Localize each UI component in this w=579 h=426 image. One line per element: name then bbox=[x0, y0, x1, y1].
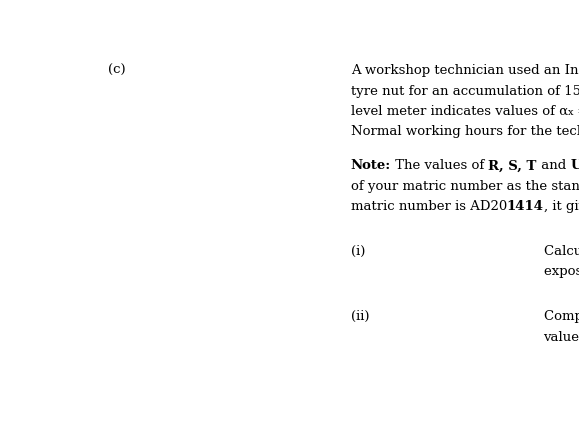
Text: and: and bbox=[537, 159, 570, 173]
Text: tyre nut for an accumulation of 15 +: tyre nut for an accumulation of 15 + bbox=[350, 85, 579, 98]
Text: Compare the technician daily vibration exposure with vibration A(8) limit: Compare the technician daily vibration e… bbox=[544, 310, 579, 323]
Text: (ii): (ii) bbox=[350, 310, 369, 323]
Text: (i): (i) bbox=[350, 245, 365, 258]
Text: level meter indicates values of α: level meter indicates values of α bbox=[350, 105, 567, 118]
Text: A workshop technician used an Ingersoll Rand impact wrench to tighten and loosen: A workshop technician used an Ingersoll … bbox=[350, 64, 579, 77]
Text: U: U bbox=[570, 159, 579, 173]
Text: (c): (c) bbox=[108, 64, 126, 77]
Text: 1414: 1414 bbox=[507, 200, 544, 213]
Text: matric number is AD20: matric number is AD20 bbox=[350, 200, 507, 213]
Text: x: x bbox=[567, 108, 573, 117]
Text: of your matric number as the standard format AD 20: of your matric number as the standard fo… bbox=[350, 180, 579, 193]
Text: = 3 +: = 3 + bbox=[573, 105, 579, 118]
Text: exposure, A(8).: exposure, A(8). bbox=[544, 265, 579, 278]
Text: The values of: The values of bbox=[391, 159, 488, 173]
Text: values and give a recommendation.: values and give a recommendation. bbox=[544, 331, 579, 344]
Text: Note:: Note: bbox=[350, 159, 391, 173]
Text: Calculate the vibration total value, a: Calculate the vibration total value, a bbox=[544, 245, 579, 258]
Text: , it gives the value of: , it gives the value of bbox=[544, 200, 579, 213]
Text: Normal working hours for the technician are 8 hours per day.: Normal working hours for the technician … bbox=[350, 125, 579, 138]
Text: R, S, T: R, S, T bbox=[488, 159, 537, 173]
